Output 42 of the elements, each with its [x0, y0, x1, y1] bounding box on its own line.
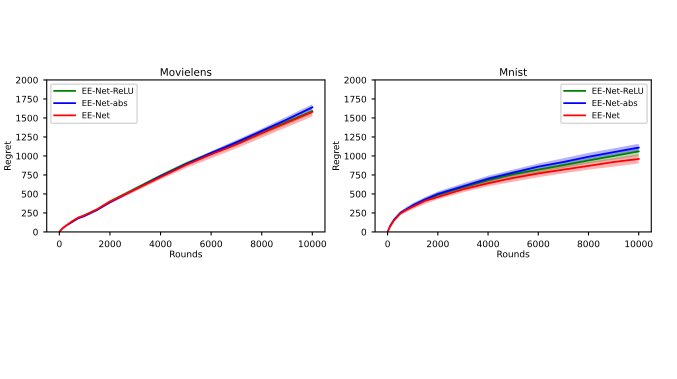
- legend-label: EE-Net: [592, 112, 620, 118]
- y-tick-label: 500: [350, 190, 366, 198]
- legend-label: EE-Net-ReLU: [82, 88, 134, 94]
- y-tick-label: 1250: [16, 134, 38, 141]
- x-tick-label: 0: [57, 240, 62, 248]
- y-tick-label: 1250: [344, 134, 366, 141]
- y-tick-label: 1500: [344, 114, 366, 122]
- y-tick-label: 1000: [16, 152, 38, 160]
- x-tick-label: 2000: [427, 240, 449, 248]
- y-axis-title: Regret: [332, 141, 341, 170]
- x-tick-label: 4000: [149, 240, 172, 248]
- y-tick-label: 750: [22, 172, 38, 179]
- x-axis-title: Rounds: [497, 250, 530, 258]
- x-tick-label: 6000: [200, 240, 222, 248]
- y-tick-label: 250: [22, 210, 38, 217]
- x-tick-label: 10000: [625, 240, 652, 248]
- y-tick-label: 1750: [344, 96, 366, 103]
- y-tick-label: 500: [22, 190, 38, 198]
- y-tick-label: 1000: [344, 152, 366, 160]
- x-tick-label: 0: [385, 240, 390, 248]
- y-tick-label: 250: [350, 210, 366, 217]
- legend-label: EE-Net: [82, 112, 110, 118]
- legend-label: EE-Net-ReLU: [592, 88, 644, 94]
- y-axis-title: Regret: [4, 141, 13, 170]
- chart-title: Movielens: [160, 68, 212, 76]
- y-tick-label: 1500: [16, 114, 38, 122]
- y-tick-label: 750: [350, 172, 366, 179]
- legend-label: EE-Net-abs: [592, 100, 638, 106]
- x-axis-title: Rounds: [170, 250, 202, 258]
- y-tick-label: 0: [33, 228, 38, 236]
- chart-title: Mnist: [500, 68, 527, 76]
- y-tick-label: 0: [362, 228, 366, 236]
- y-tick-label: 1750: [16, 96, 38, 103]
- x-tick-label: 2000: [99, 240, 121, 248]
- x-tick-label: 8000: [578, 240, 600, 248]
- x-tick-label: 6000: [527, 240, 550, 248]
- legend-label: EE-Net-abs: [82, 100, 128, 106]
- x-tick-label: 4000: [477, 240, 499, 248]
- y-tick-label: 2000: [344, 76, 366, 84]
- x-tick-label: 8000: [250, 240, 273, 248]
- x-tick-label: 10000: [298, 240, 326, 248]
- y-tick-label: 2000: [16, 76, 38, 84]
